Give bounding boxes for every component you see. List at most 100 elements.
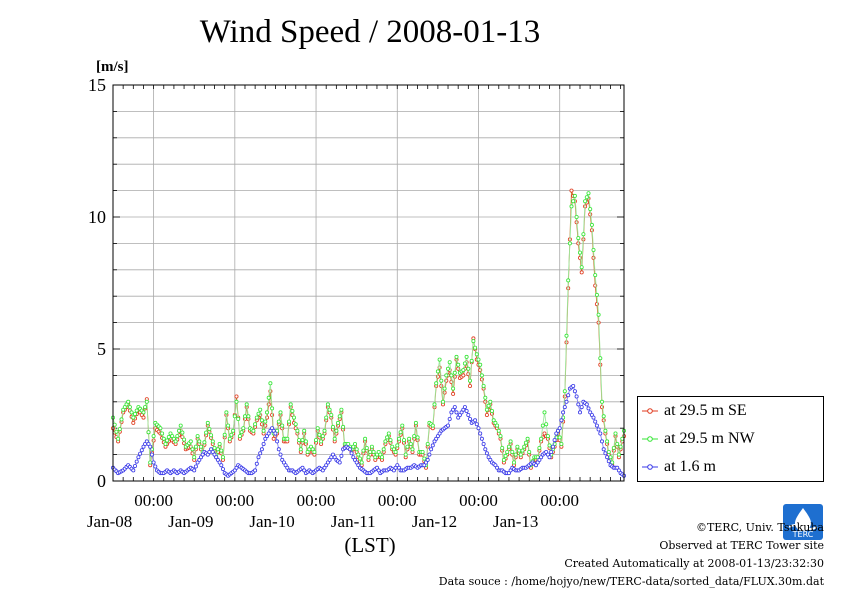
- data-point-1: [330, 424, 335, 429]
- data-point-2: [351, 455, 356, 460]
- data-point-2: [594, 423, 599, 428]
- x-tick-time-label: 00:00: [215, 491, 254, 510]
- data-point-2: [276, 447, 281, 452]
- data-point-2: [591, 415, 596, 420]
- data-point-2: [606, 459, 611, 464]
- data-point-1: [512, 460, 517, 465]
- data-point-1: [246, 414, 251, 419]
- data-point-1: [254, 415, 259, 420]
- legend-label-se: at 29.5 m SE: [664, 402, 747, 419]
- data-point-1: [295, 428, 300, 433]
- data-point-1: [510, 449, 515, 454]
- data-point-1: [464, 354, 469, 359]
- data-point-1: [610, 460, 615, 465]
- data-point-1: [606, 449, 611, 454]
- data-point-1: [547, 443, 552, 448]
- data-point-1: [498, 434, 503, 439]
- data-point-1: [584, 195, 589, 200]
- data-point-1: [611, 445, 616, 450]
- data-point-1: [339, 407, 344, 412]
- data-point-1: [361, 448, 366, 453]
- data-point-1: [176, 428, 181, 433]
- data-point-2: [219, 463, 224, 468]
- data-point-1: [298, 447, 303, 452]
- data-point-1: [313, 438, 318, 443]
- data-point-1: [591, 247, 596, 252]
- data-point-1: [422, 456, 427, 461]
- data-point-1: [190, 447, 195, 452]
- data-point-2: [139, 448, 144, 453]
- data-point-2: [571, 383, 576, 388]
- data-point-1: [219, 448, 224, 453]
- data-point-2: [445, 423, 450, 428]
- data-point-1: [605, 439, 610, 444]
- data-point-1: [540, 423, 545, 428]
- data-point-1: [253, 422, 258, 427]
- data-point-1: [437, 357, 442, 362]
- data-point-1: [412, 434, 417, 439]
- data-point-1: [244, 402, 249, 407]
- data-point-2: [214, 455, 219, 460]
- data-point-1: [395, 443, 400, 448]
- data-point-1: [127, 405, 132, 410]
- data-point-1: [205, 420, 210, 425]
- data-point-2: [576, 402, 581, 407]
- data-point-2: [273, 431, 278, 436]
- data-point-1: [310, 447, 315, 452]
- data-point-1: [242, 414, 247, 419]
- data-point-1: [486, 403, 491, 408]
- data-point-1: [572, 193, 577, 198]
- data-point-2: [138, 451, 143, 456]
- data-point-1: [600, 399, 605, 404]
- data-point-1: [493, 420, 498, 425]
- data-point-1: [232, 414, 237, 419]
- data-point-2: [153, 464, 158, 469]
- data-point-1: [293, 422, 298, 427]
- data-point-2: [449, 410, 454, 415]
- data-point-2: [549, 449, 554, 454]
- data-point-1: [449, 373, 454, 378]
- data-point-1: [481, 383, 486, 388]
- data-point-1: [209, 433, 214, 438]
- data-point-2: [586, 406, 591, 411]
- data-point-1: [263, 419, 268, 424]
- data-point-1: [305, 449, 310, 454]
- data-point-1: [212, 445, 217, 450]
- data-point-2: [429, 447, 434, 452]
- data-point-1: [571, 199, 576, 204]
- legend-item-se: at 29.5 m SE: [642, 400, 747, 422]
- data-point-1: [615, 441, 620, 446]
- data-point-1: [613, 431, 618, 436]
- data-point-1: [220, 455, 225, 460]
- data-point-1: [444, 373, 449, 378]
- data-point-1: [261, 428, 266, 433]
- data-point-2: [136, 455, 141, 460]
- footer-copyright: ©TERC, Univ. Tsukuba: [695, 521, 824, 534]
- data-point-1: [527, 449, 532, 454]
- data-point-1: [341, 424, 346, 429]
- data-point-2: [574, 394, 579, 399]
- data-point-1: [501, 457, 506, 462]
- data-point-1: [251, 428, 256, 433]
- data-point-2: [478, 431, 483, 436]
- data-point-1: [178, 423, 183, 428]
- data-point-1: [383, 439, 388, 444]
- data-point-2: [596, 427, 601, 432]
- data-point-1: [270, 406, 275, 411]
- legend-item-low: at 1.6 m: [642, 456, 716, 478]
- data-point-1: [620, 436, 625, 441]
- data-point-0: [484, 412, 489, 417]
- data-point-1: [327, 407, 332, 412]
- data-point-1: [143, 405, 148, 410]
- data-point-2: [600, 439, 605, 444]
- data-point-2: [193, 464, 198, 469]
- data-point-2: [422, 463, 427, 468]
- data-point-2: [479, 436, 484, 441]
- data-point-1: [396, 436, 401, 441]
- data-point-1: [495, 423, 500, 428]
- data-point-1: [381, 447, 386, 452]
- data-point-1: [227, 436, 232, 441]
- data-point-2: [603, 451, 608, 456]
- data-point-1: [224, 410, 229, 415]
- data-point-1: [335, 420, 340, 425]
